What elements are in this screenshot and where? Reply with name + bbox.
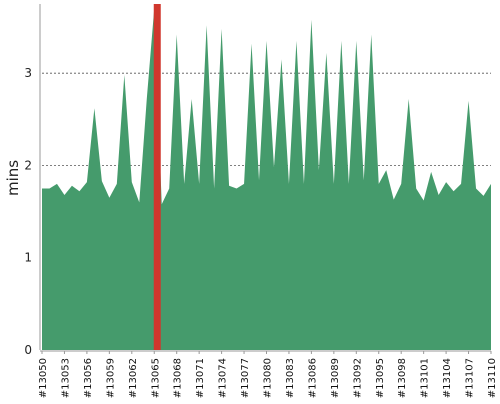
- y-axis-label: mins: [4, 160, 22, 196]
- x-tick-label: #13062: [128, 358, 139, 398]
- x-tick-label: #13077: [240, 358, 251, 398]
- x-tick-label: #13110: [487, 358, 498, 398]
- y-tick-label: 1: [24, 251, 32, 265]
- area-fill: [42, 9, 491, 350]
- area-series: [42, 9, 491, 350]
- x-tick-label: #13068: [173, 358, 184, 398]
- x-tick-label: #13107: [465, 358, 476, 398]
- y-tick-label: 3: [24, 66, 32, 80]
- x-tick-label: #13083: [285, 358, 296, 398]
- x-tick-label: #13050: [38, 358, 49, 398]
- x-tick-label: #13086: [307, 358, 318, 398]
- x-tick-label: #13098: [397, 358, 408, 398]
- y-tick-label: 0: [24, 343, 32, 357]
- highlight-bar: [154, 4, 161, 350]
- x-tick-label: #13074: [218, 358, 229, 398]
- x-tick-label: #13053: [60, 358, 71, 398]
- x-tick-label: #13065: [150, 358, 161, 398]
- y-tick-label: 2: [24, 158, 32, 172]
- x-tick-label: #13104: [442, 358, 453, 398]
- highlight-marker: [154, 4, 161, 350]
- x-tick-label: #13092: [352, 358, 363, 398]
- x-tick-labels: #13050 #13053 #13056 #13059 #13062 #13065 #130…: [38, 351, 498, 398]
- x-tick-label: #13071: [195, 358, 206, 398]
- x-tick-label: #13095: [375, 358, 386, 398]
- x-tick-label: #13089: [330, 358, 341, 398]
- x-tick-label: #13056: [83, 358, 94, 398]
- y-tick-labels: 0 1 2 3: [24, 66, 32, 357]
- x-tick-label: #13080: [263, 358, 274, 398]
- x-tick-label: #13059: [105, 358, 116, 398]
- x-tick-label: #13101: [420, 358, 431, 398]
